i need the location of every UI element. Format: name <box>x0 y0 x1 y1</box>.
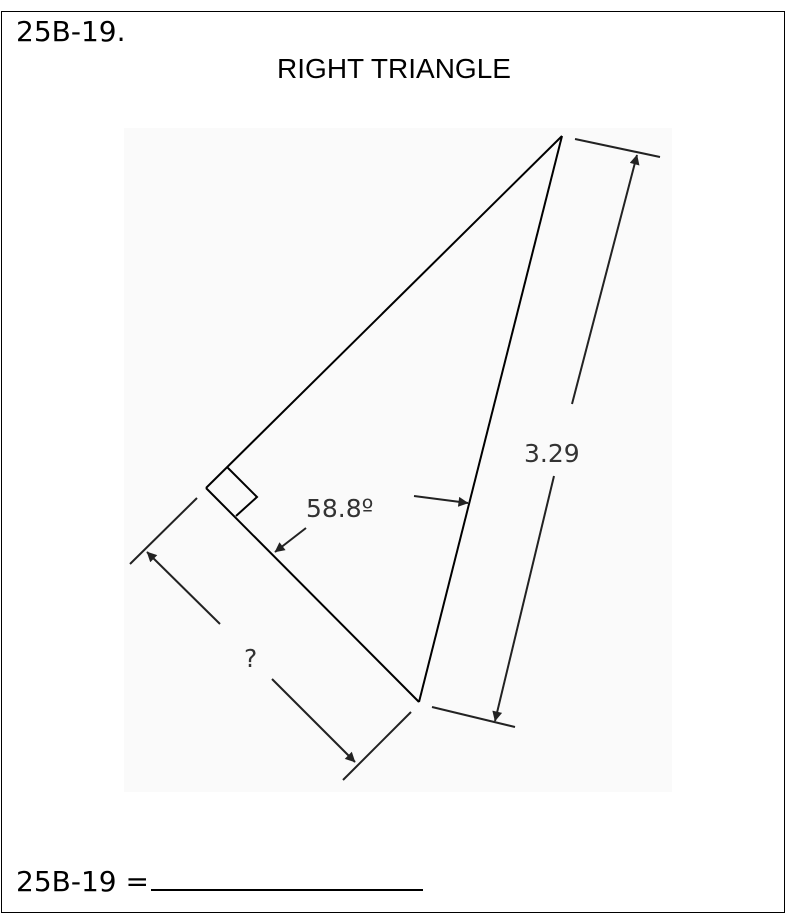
unknown-side-label: ? <box>244 644 257 673</box>
angle-leader-left <box>274 527 307 553</box>
extension-line-bottom <box>342 711 412 781</box>
hypotenuse-dimension-line-lower <box>492 475 555 722</box>
answer-blank[interactable] <box>150 861 423 891</box>
unknown-dimension-line-lower <box>271 678 356 763</box>
right-angle-marker <box>226 466 259 517</box>
angle-leader-right <box>413 495 469 507</box>
triangle-side-upper <box>205 135 563 489</box>
triangle-hypotenuse <box>418 135 563 703</box>
hypotenuse-dimension-line-upper <box>571 154 640 405</box>
diagram-title: RIGHT TRIANGLE <box>277 53 511 84</box>
answer-label: 25B-19 = <box>16 865 149 898</box>
extension-line-left <box>129 497 198 565</box>
unknown-dimension-line-upper <box>146 551 221 625</box>
worksheet-frame <box>1 11 785 913</box>
angle-label: 58.8º <box>306 494 373 523</box>
hypotenuse-label: 3.29 <box>524 439 580 468</box>
triangle-side-lower <box>205 487 420 703</box>
problem-number: 25B-19. <box>16 15 126 48</box>
extension-line-top <box>574 138 661 158</box>
diagram-background <box>124 128 672 792</box>
extension-line-bottom-right <box>431 706 516 728</box>
answer-line: 25B-19 = <box>16 861 423 899</box>
